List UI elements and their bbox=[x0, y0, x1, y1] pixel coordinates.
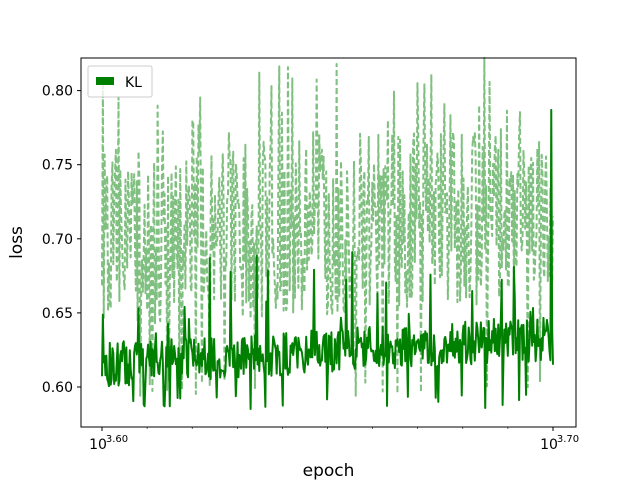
series-kl-layer bbox=[101, 108, 554, 410]
legend-box bbox=[87, 65, 153, 98]
legend: KL bbox=[87, 65, 153, 98]
plot-area bbox=[80, 56, 577, 428]
y-axis-ticks: 0.60 0.65 0.70 0.75 0.80 bbox=[42, 84, 81, 396]
series-line-dashed bbox=[101, 56, 554, 397]
y-tick-label: 0.60 bbox=[42, 380, 73, 396]
y-tick-label: 0.70 bbox=[42, 232, 73, 248]
legend-label-kl: KL bbox=[125, 75, 142, 91]
y-tick-label: 0.65 bbox=[42, 306, 73, 322]
series-line-kl bbox=[101, 108, 554, 410]
x-axis-ticks: 103.60 103.70 bbox=[89, 427, 579, 453]
y-axis-label: loss bbox=[7, 226, 27, 259]
x-tick-label: 10 bbox=[89, 437, 107, 453]
y-tick-label: 0.75 bbox=[42, 158, 73, 174]
axes-frame bbox=[80, 57, 577, 428]
x-tick-label-exponent: 3.70 bbox=[557, 434, 579, 445]
legend-swatch-kl bbox=[96, 77, 114, 85]
series-dashed-layer bbox=[101, 56, 554, 397]
x-axis-label: epoch bbox=[303, 461, 355, 480]
x-tick-label-exponent: 3.60 bbox=[106, 434, 128, 445]
x-tick-label: 10 bbox=[540, 437, 558, 453]
y-tick-label: 0.80 bbox=[42, 84, 73, 100]
